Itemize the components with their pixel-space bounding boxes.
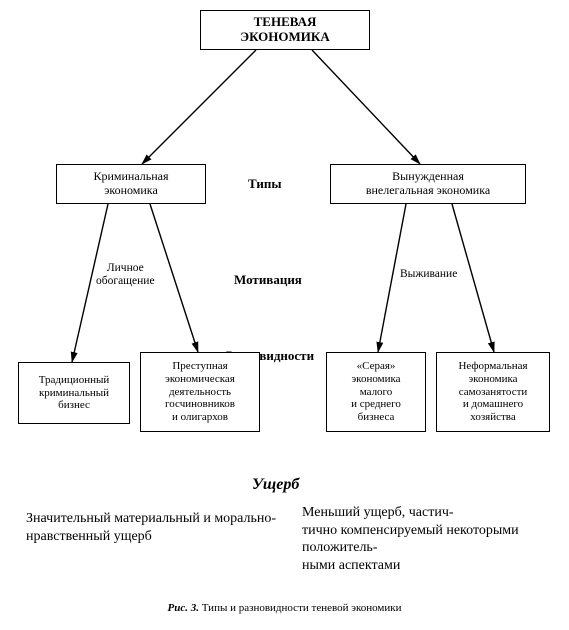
- type-label-forced: Вынужденнаявнелегальная экономика: [366, 170, 490, 198]
- damage-title: Ущерб: [252, 476, 299, 494]
- motivation-label-left: Личноеобогащение: [96, 262, 155, 288]
- row-label-motivation: Мотивация: [234, 272, 302, 288]
- leaf-label: «Серая»экономикамалогои среднегобизнеса: [351, 360, 401, 423]
- leaf-officials: Преступнаяэкономическаядеятельностьгосчи…: [140, 352, 260, 432]
- leaf-label: Неформальнаяэкономикасамозанятостии дома…: [458, 360, 527, 423]
- type-node-criminal: Криминальнаяэкономика: [56, 164, 206, 204]
- leaf-label: Традиционныйкриминальныйбизнес: [39, 374, 110, 412]
- leaf-trad-crime: Традиционныйкриминальныйбизнес: [18, 362, 130, 424]
- figure-caption: Рис. 3. Типы и разновидности теневой эко…: [0, 602, 569, 614]
- type-node-forced: Вынужденнаявнелегальная экономика: [330, 164, 526, 204]
- diagram-canvas: ТЕНЕВАЯЭКОНОМИКА Типы Мотивация Разновид…: [0, 0, 569, 630]
- damage-left: Значительный материальный и морально-нра…: [26, 510, 286, 545]
- leaf-grey: «Серая»экономикамалогои среднегобизнеса: [326, 352, 426, 432]
- leaf-informal: Неформальнаяэкономикасамозанятостии дома…: [436, 352, 550, 432]
- type-label-criminal: Криминальнаяэкономика: [93, 170, 168, 198]
- leaf-label: Преступнаяэкономическаядеятельностьгосчи…: [165, 360, 235, 423]
- caption-text: Типы и разновидности теневой экономики: [202, 602, 402, 614]
- damage-right: Меньший ущерб, частич-тично компенсируем…: [302, 504, 552, 574]
- row-label-types: Типы: [248, 176, 281, 192]
- motivation-label-right: Выживание: [400, 268, 457, 281]
- root-label: ТЕНЕВАЯЭКОНОМИКА: [240, 15, 329, 45]
- caption-prefix: Рис. 3.: [168, 602, 199, 614]
- root-node: ТЕНЕВАЯЭКОНОМИКА: [200, 10, 370, 50]
